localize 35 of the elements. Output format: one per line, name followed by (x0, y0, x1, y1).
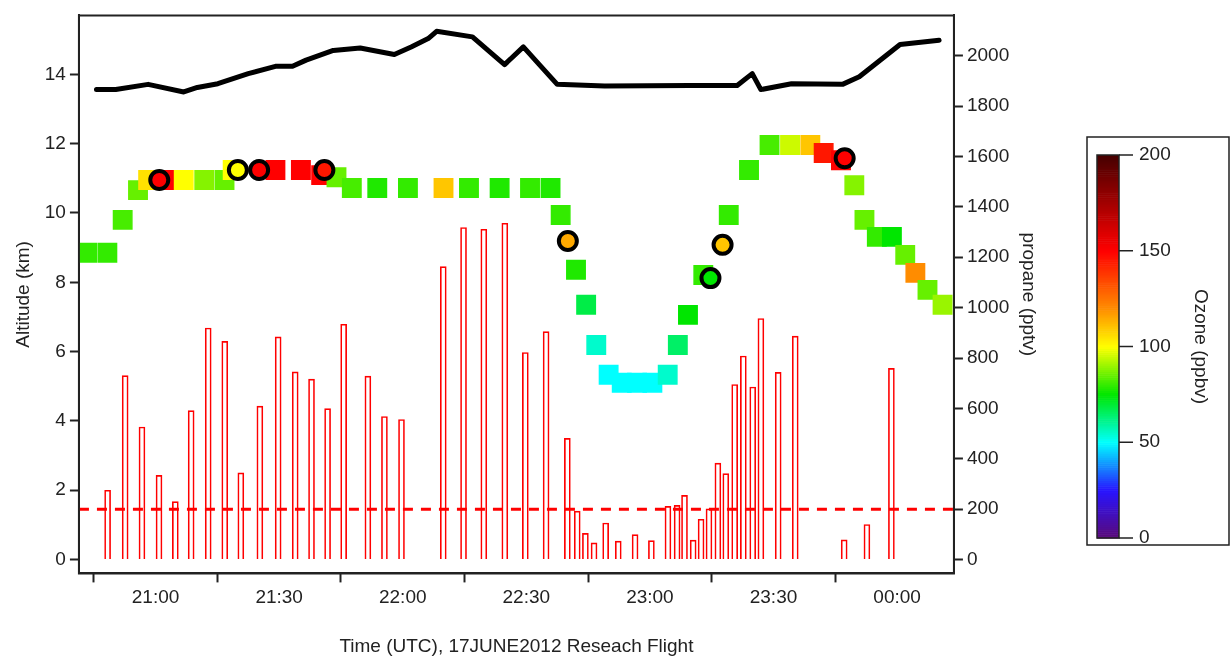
color-bar-label: 150 (1139, 238, 1171, 260)
y2-tick-label: 2000 (966, 43, 1010, 65)
y-tick-label: 10 (44, 201, 66, 223)
y2-tick-label: 1800 (966, 94, 1010, 116)
y2-tick-label: 200 (966, 497, 999, 519)
color-bar-label: 0 (1139, 526, 1150, 548)
color-bar-label: 100 (1139, 334, 1171, 356)
y2-tick-label: 1400 (966, 195, 1010, 217)
y2-tick-label: 600 (966, 396, 999, 418)
y2-axis-title: propane (pptv) (1019, 232, 1041, 357)
y-tick-label: 14 (44, 62, 67, 84)
x-tick-label: 21:30 (255, 586, 303, 608)
x-axis-title: Time (UTC), 17JUNE2012 Reseach Flight (339, 634, 695, 656)
y2-tick-label: 0 (966, 547, 978, 569)
x-tick-label: 23:00 (626, 586, 674, 608)
x-tick-label: 22:00 (378, 586, 427, 608)
x-tick-label: 21:00 (131, 586, 180, 608)
color-bar-title: Ozone (ppbv) (1190, 288, 1212, 405)
y-tick-label: 6 (55, 339, 66, 361)
x-tick-label: 00:00 (873, 586, 921, 608)
y2-tick-label: 1600 (966, 144, 1010, 166)
y-tick-label: 12 (44, 131, 66, 153)
y2-tick-label: 1000 (966, 295, 1010, 317)
y-tick-label: 0 (55, 547, 66, 569)
color-bar-label: 50 (1139, 430, 1161, 452)
y2-tick-label: 1200 (966, 245, 1010, 267)
y-tick-label: 4 (55, 409, 67, 431)
y-tick-label: 8 (55, 270, 66, 292)
x-tick-label: 23:30 (749, 586, 798, 608)
y-axis-title: Altitude (km) (11, 241, 33, 348)
color-bar-label: 200 (1139, 143, 1171, 165)
x-tick-label: 22:30 (502, 586, 551, 608)
y-tick-label: 2 (55, 478, 66, 500)
y2-tick-label: 400 (966, 447, 999, 469)
y2-tick-label: 800 (966, 346, 999, 368)
